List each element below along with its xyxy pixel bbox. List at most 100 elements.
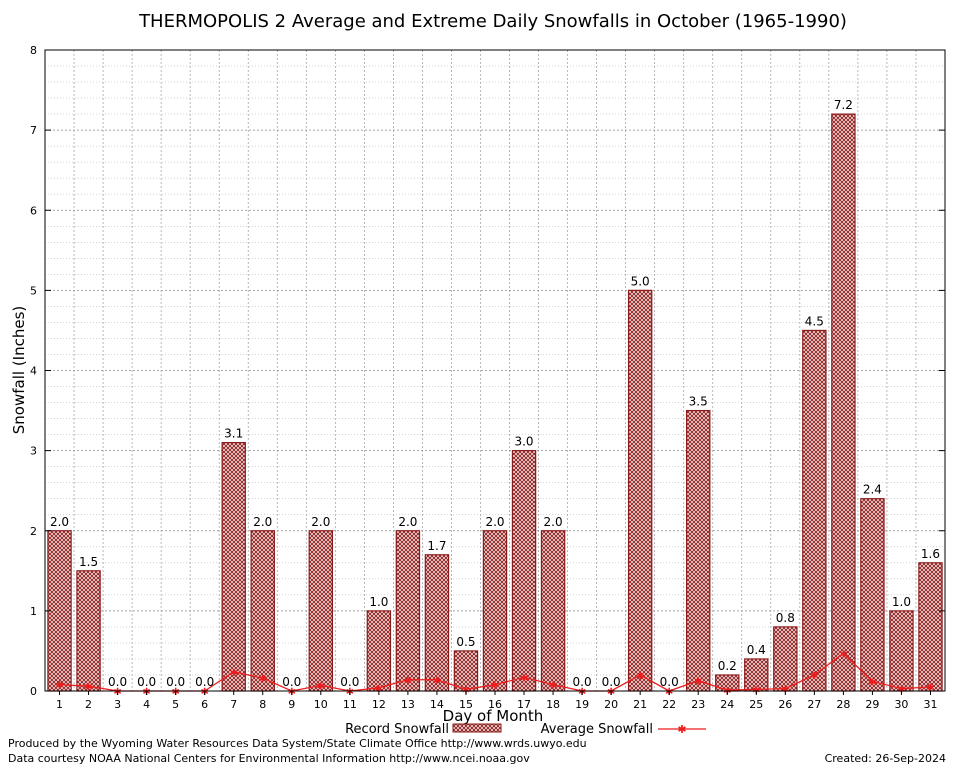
bar-value-label: 1.6 bbox=[921, 547, 940, 561]
bar-value-label: 4.5 bbox=[805, 314, 824, 328]
y-tick-label: 6 bbox=[30, 204, 37, 217]
y-tick-label: 5 bbox=[30, 284, 37, 297]
legend-average-label: Average Snowfall bbox=[541, 722, 653, 737]
average-point-marker: ✱ bbox=[897, 685, 905, 696]
record-bar bbox=[918, 562, 943, 692]
x-tick-label: 10 bbox=[314, 698, 328, 711]
chart-title: THERMOPOLIS 2 Average and Extreme Daily … bbox=[138, 11, 847, 32]
bar-value-label: 2.4 bbox=[863, 483, 882, 497]
y-tick-label: 3 bbox=[30, 445, 37, 458]
average-point-marker: ✱ bbox=[84, 682, 92, 693]
average-point-marker: ✱ bbox=[230, 668, 238, 679]
x-tick-label: 3 bbox=[114, 698, 121, 711]
x-tick-label: 18 bbox=[546, 698, 560, 711]
bar-value-label: 0.5 bbox=[456, 635, 475, 649]
y-tick-label: 7 bbox=[30, 124, 37, 137]
bar-value-label: 2.0 bbox=[50, 515, 69, 529]
average-point-marker: ✱ bbox=[259, 674, 267, 685]
bar-value-label: 0.0 bbox=[282, 675, 301, 689]
bar-value-label: 1.5 bbox=[79, 555, 98, 569]
bar-value-label: 0.0 bbox=[108, 675, 127, 689]
x-tick-label: 9 bbox=[288, 698, 295, 711]
x-tick-label: 17 bbox=[517, 698, 531, 711]
record-bar bbox=[802, 329, 827, 692]
average-point-marker: ✱ bbox=[781, 685, 789, 696]
x-tick-label: 25 bbox=[749, 698, 763, 711]
record-bar bbox=[482, 530, 508, 692]
x-tick-label: 21 bbox=[633, 698, 647, 711]
credit-line-ncei: Data courtesy NOAA National Centers for … bbox=[8, 752, 530, 765]
x-tick-label: 13 bbox=[401, 698, 415, 711]
x-tick-label: 24 bbox=[720, 698, 734, 711]
bar-value-label: 1.0 bbox=[369, 595, 388, 609]
record-bar bbox=[424, 554, 450, 692]
record-bar bbox=[511, 450, 537, 692]
bar-value-label: 0.0 bbox=[195, 675, 214, 689]
bar-value-label: 2.0 bbox=[544, 515, 563, 529]
y-tick-label: 2 bbox=[30, 525, 37, 538]
record-bar bbox=[686, 409, 711, 692]
y-tick-label: 0 bbox=[30, 685, 37, 698]
record-bar bbox=[250, 530, 275, 692]
bar-value-label: 2.0 bbox=[398, 515, 417, 529]
x-tick-label: 4 bbox=[143, 698, 150, 711]
x-tick-label: 31 bbox=[923, 698, 937, 711]
x-tick-label: 20 bbox=[604, 698, 618, 711]
bar-value-label: 0.0 bbox=[340, 675, 359, 689]
bar-value-label: 0.0 bbox=[137, 675, 156, 689]
credit-line-wrds: Produced by the Wyoming Water Resources … bbox=[8, 737, 587, 750]
bar-value-label: 2.0 bbox=[253, 515, 272, 529]
x-tick-label: 23 bbox=[691, 698, 705, 711]
bar-value-label: 5.0 bbox=[631, 274, 650, 288]
x-tick-label: 22 bbox=[662, 698, 676, 711]
record-bar bbox=[831, 113, 856, 692]
x-tick-label: 8 bbox=[259, 698, 266, 711]
legend-record-label: Record Snowfall bbox=[345, 722, 449, 737]
average-point-marker: ✱ bbox=[55, 681, 63, 692]
x-tick-label: 6 bbox=[201, 698, 208, 711]
x-tick-label: 11 bbox=[343, 698, 357, 711]
average-point-marker: ✱ bbox=[317, 681, 325, 692]
bar-value-label: 0.4 bbox=[747, 643, 766, 657]
record-bar bbox=[627, 289, 653, 692]
bar-value-label: 2.0 bbox=[311, 515, 330, 529]
record-bar bbox=[76, 570, 101, 692]
created-date: Created: 26-Sep-2024 bbox=[824, 752, 946, 765]
x-tick-label: 16 bbox=[488, 698, 502, 711]
x-tick-label: 7 bbox=[230, 698, 237, 711]
record-bar bbox=[773, 626, 798, 692]
x-tick-label: 14 bbox=[430, 698, 444, 711]
y-tick-label: 1 bbox=[30, 605, 37, 618]
record-bar bbox=[889, 610, 914, 692]
x-tick-label: 28 bbox=[836, 698, 850, 711]
record-bar bbox=[395, 530, 421, 692]
legend-record-swatch bbox=[452, 723, 502, 733]
y-tick-label: 8 bbox=[30, 44, 37, 57]
bar-value-label: 0.0 bbox=[660, 675, 679, 689]
bar-value-label: 0.0 bbox=[602, 675, 621, 689]
x-tick-label: 1 bbox=[56, 698, 63, 711]
bars-layer bbox=[47, 113, 943, 692]
y-tick-label: 4 bbox=[30, 365, 37, 378]
bar-value-label: 1.7 bbox=[427, 539, 446, 553]
bar-value-label: 3.0 bbox=[514, 435, 533, 449]
bar-value-label: 0.8 bbox=[776, 611, 795, 625]
bar-value-label: 0.0 bbox=[166, 675, 185, 689]
x-tick-label: 15 bbox=[459, 698, 473, 711]
average-point-marker: ✱ bbox=[433, 676, 441, 687]
x-tick-label: 30 bbox=[894, 698, 908, 711]
record-bar bbox=[540, 530, 566, 692]
legend-average-marker: ✱ bbox=[677, 723, 686, 736]
axes-layer bbox=[44, 49, 946, 695]
average-point-marker: ✱ bbox=[868, 677, 876, 688]
bar-value-label: 7.2 bbox=[834, 98, 853, 112]
bar-value-label: 0.0 bbox=[573, 675, 592, 689]
average-point-marker: ✱ bbox=[810, 671, 818, 682]
x-tick-label: 19 bbox=[575, 698, 589, 711]
bar-value-label: 3.5 bbox=[689, 395, 708, 409]
average-point-marker: ✱ bbox=[636, 671, 644, 682]
average-point-marker: ✱ bbox=[926, 683, 934, 694]
average-point-marker: ✱ bbox=[549, 681, 557, 692]
x-tick-label: 12 bbox=[372, 698, 386, 711]
